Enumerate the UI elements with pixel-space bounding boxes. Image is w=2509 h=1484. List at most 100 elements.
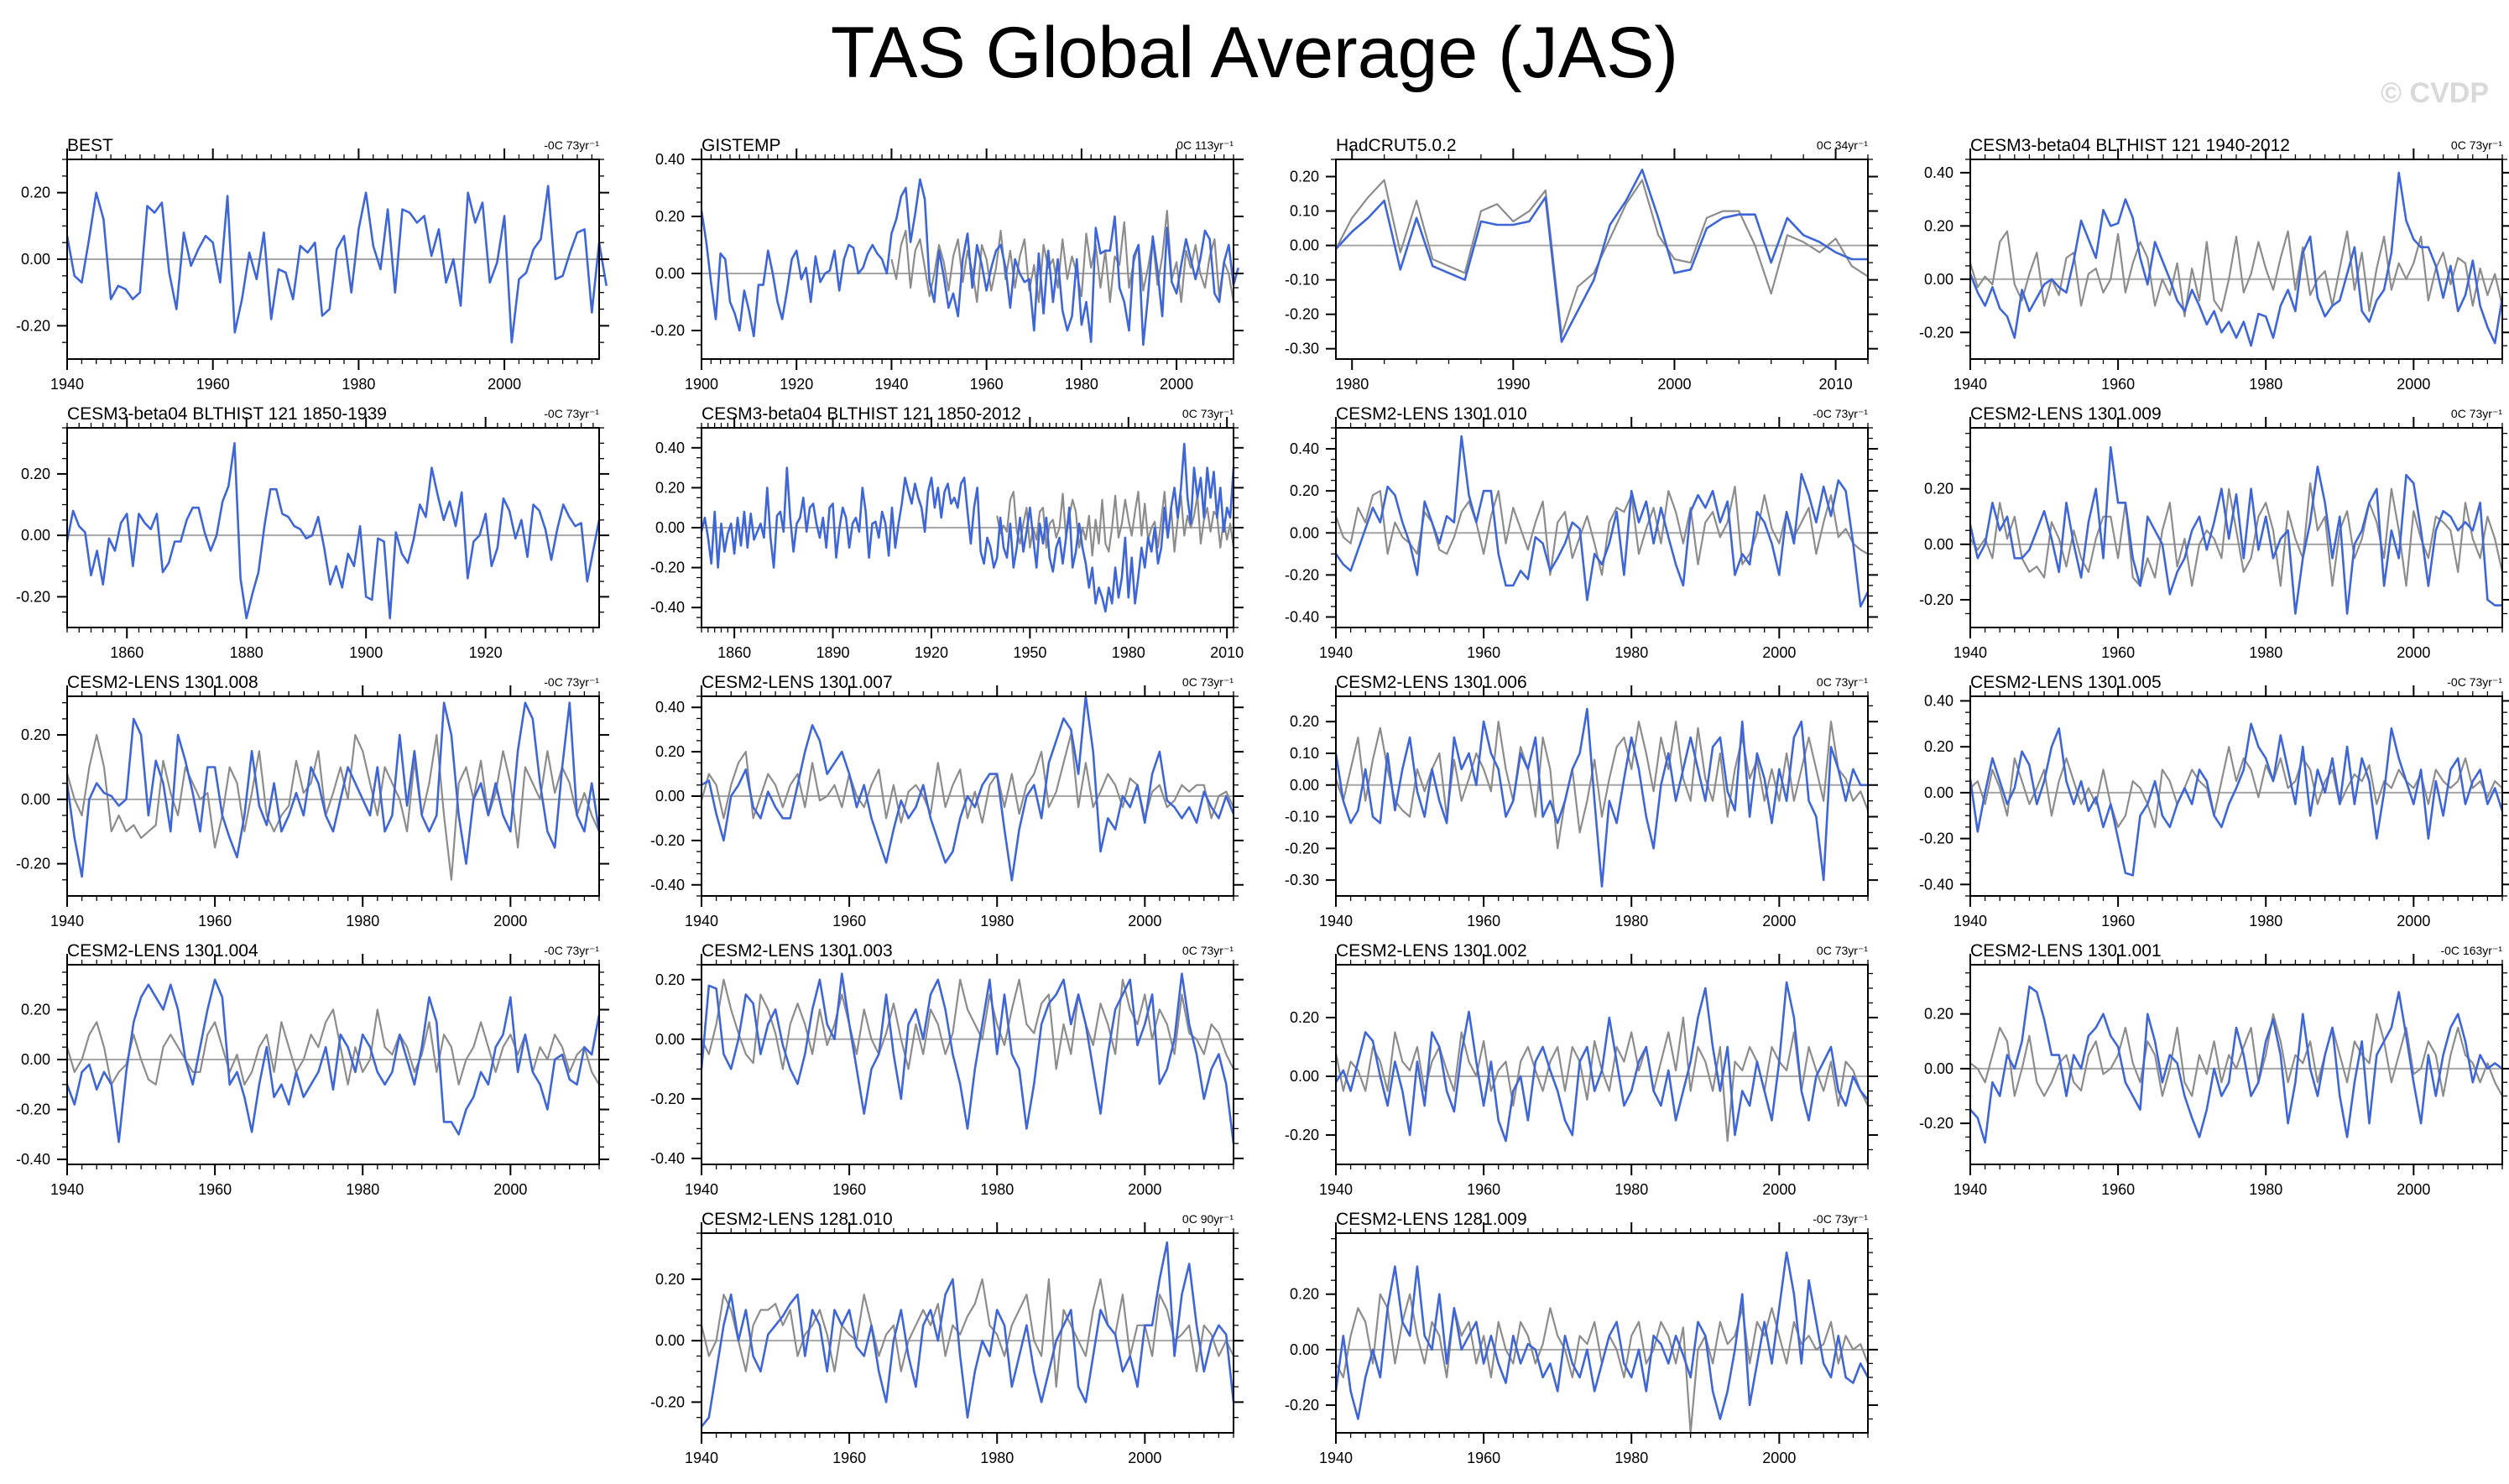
y-tick-label: 0.20: [21, 466, 50, 482]
model-series-line: [700, 972, 1235, 1144]
plot-frame: [701, 1232, 1234, 1434]
panel-title: CESM2-LENS 1301.006: [1336, 673, 1527, 692]
trend-label: 0C 113yr⁻¹: [1176, 138, 1234, 152]
x-tick-label: 1940: [1319, 644, 1353, 661]
panel-title: CESM2-LENS 1301.001: [1970, 941, 2162, 961]
x-tick-label: 2000: [1657, 376, 1691, 393]
y-tick-label: 0.40: [1924, 692, 1953, 709]
y-tick-label: 0.40: [655, 699, 685, 716]
x-tick-label: 1960: [2101, 913, 2135, 929]
trend-label: -0C 73yr⁻¹: [544, 944, 599, 957]
y-tick-label: -0.40: [1285, 608, 1319, 625]
y-tick-label: 0.20: [1924, 738, 1953, 755]
trend-label: -0C 73yr⁻¹: [1813, 407, 1868, 420]
x-tick-label: 1940: [1319, 913, 1353, 929]
x-tick-label: 1980: [980, 1181, 1014, 1198]
chart-panel: CESM2-LENS 1301.008 -0C 73yr⁻¹ 1940 1960 198…: [16, 673, 609, 929]
chart-panel: GISTEMP 0C 113yr⁻¹ 1900 1920 1940 1960 1980 200…: [650, 136, 1244, 393]
x-tick-label: 2000: [2397, 644, 2430, 661]
trend-label: 0C 73yr⁻¹: [1817, 675, 1868, 689]
y-tick-label: 0.20: [1290, 1286, 1319, 1303]
x-tick-label: 1880: [230, 644, 263, 661]
obs-series-line: [1334, 721, 1870, 850]
model-series-line: [1335, 169, 1868, 343]
x-tick-label: 1980: [1335, 376, 1369, 393]
chart-panel: CESM2-LENS 1281.010 0C 90yr⁻¹ 1940 1960 1980…: [650, 1210, 1244, 1466]
obs-series-line: [1969, 230, 2504, 318]
model-series-line: [701, 695, 1235, 882]
trend-label: 0C 34yr⁻¹: [1817, 138, 1868, 152]
x-tick-label: 2000: [1160, 376, 1193, 393]
page-title: TAS Global Average (JAS): [830, 13, 1679, 93]
chart-panel: HadCRUT5.0.2 0C 34yr⁻¹ 1980 1990 2000 2010 0.2…: [1285, 136, 1878, 393]
model-series-line: [65, 441, 601, 620]
panel-title: CESM2-LENS 1301.007: [702, 673, 893, 692]
y-tick-label: -0.10: [1285, 272, 1319, 289]
y-tick-label: -0.30: [1285, 872, 1319, 888]
y-tick-label: 0.00: [1290, 777, 1319, 794]
x-tick-label: 1980: [1614, 644, 1648, 661]
y-tick-label: -0.20: [650, 1393, 685, 1410]
y-tick-label: -0.20: [650, 832, 685, 849]
trend-label: -0C 73yr⁻¹: [2447, 675, 2502, 689]
x-tick-label: 2000: [2397, 376, 2430, 393]
model-series-line: [700, 178, 1239, 346]
chart-panel: CESM2-LENS 1301.006 0C 73yr⁻¹ 1940 1960 1980…: [1285, 673, 1878, 929]
x-tick-label: 1960: [198, 1181, 232, 1198]
y-tick-label: -0.40: [650, 877, 685, 893]
x-tick-label: 1940: [685, 1450, 718, 1466]
plot-frame: [66, 427, 600, 628]
y-tick-label: -0.20: [1919, 831, 1953, 847]
x-tick-label: 1980: [980, 913, 1014, 929]
panel-title: CESM3-beta04 BLTHIST 121 1850-1939: [67, 404, 387, 424]
y-tick-label: 0.20: [655, 971, 685, 988]
x-tick-label: 1980: [346, 913, 379, 929]
y-tick-label: -0.20: [1919, 591, 1953, 608]
y-tick-label: 0.20: [655, 743, 685, 760]
obs-series-line: [65, 733, 600, 881]
x-tick-label: 1890: [816, 644, 850, 661]
y-tick-label: 0.20: [1924, 481, 1953, 497]
y-tick-label: -0.20: [16, 588, 50, 605]
x-tick-label: 1960: [198, 913, 232, 929]
y-tick-label: -0.20: [1285, 1127, 1319, 1143]
y-tick-label: 0.20: [1290, 1009, 1319, 1026]
y-tick-label: -0.40: [16, 1151, 50, 1168]
panel-title: CESM2-LENS 1301.005: [1970, 673, 2162, 692]
x-tick-label: 2000: [1128, 1450, 1161, 1466]
model-series-line: [65, 978, 601, 1143]
x-tick-label: 1940: [1319, 1181, 1353, 1198]
model-series-line: [1334, 435, 1870, 608]
x-tick-label: 1940: [1319, 1450, 1353, 1466]
trend-label: -0C 73yr⁻¹: [1813, 1212, 1868, 1226]
x-tick-label: 1940: [1953, 376, 1987, 393]
chart-panel: CESM3-beta04 BLTHIST 121 1940-2012 0C 73y…: [1919, 136, 2509, 393]
x-tick-label: 1980: [1112, 644, 1145, 661]
x-tick-label: 1860: [110, 644, 143, 661]
obs-series-line: [1969, 1013, 2503, 1097]
trend-label: 0C 73yr⁻¹: [1182, 675, 1234, 689]
y-tick-label: 0.00: [655, 265, 685, 282]
x-tick-label: 1960: [1467, 644, 1500, 661]
trend-label: 0C 90yr⁻¹: [1182, 1212, 1234, 1226]
x-tick-label: 1980: [980, 1450, 1014, 1466]
obs-series-line: [700, 732, 1234, 824]
chart-panel: CESM2-LENS 1301.009 0C 73yr⁻¹ 1940 1960 1980…: [1919, 404, 2509, 661]
y-tick-label: -0.20: [1285, 306, 1319, 323]
y-tick-label: -0.20: [650, 1091, 685, 1107]
y-tick-label: 0.20: [21, 1002, 50, 1018]
model-series-line: [1334, 1251, 1870, 1420]
y-tick-label: -0.20: [1285, 1397, 1319, 1414]
obs-series-line: [1969, 482, 2504, 587]
panel-title: CESM2-LENS 1301.003: [702, 941, 893, 961]
chart-panel: CESM2-LENS 1301.003 0C 73yr⁻¹ 1940 1960 1980…: [650, 941, 1244, 1198]
x-tick-label: 2000: [1762, 1450, 1796, 1466]
y-tick-label: -0.20: [16, 317, 50, 334]
chart-panel: CESM2-LENS 1301.004 -0C 73yr⁻¹ 1940 1960 198…: [16, 941, 609, 1198]
model-series-line: [700, 442, 1235, 613]
y-tick-label: 0.20: [21, 185, 50, 201]
x-tick-label: 1980: [2249, 644, 2282, 661]
chart-panel: CESM2-LENS 1301.010 -0C 73yr⁻¹ 1940 1960 198…: [1285, 404, 1878, 661]
panel-title: CESM2-LENS 1301.008: [67, 673, 258, 692]
